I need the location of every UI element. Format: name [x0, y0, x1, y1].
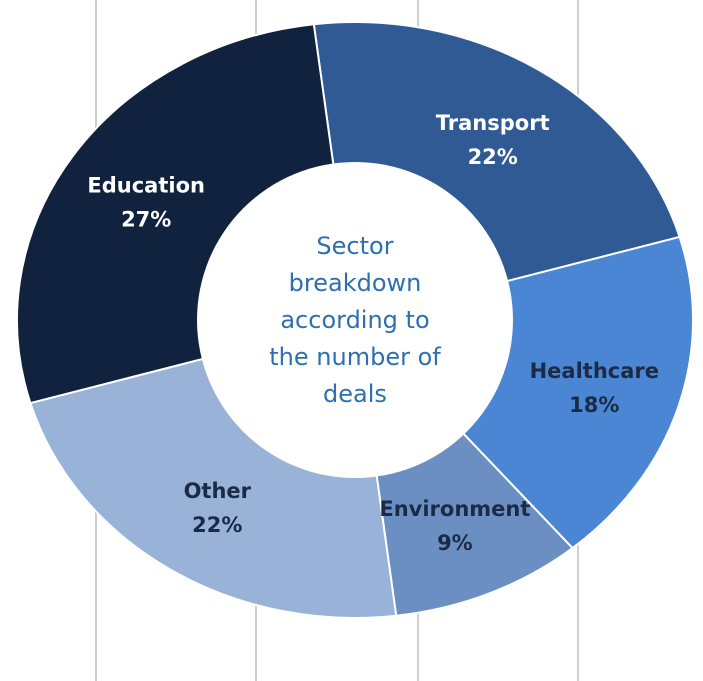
slice-value: 22%: [192, 513, 242, 537]
slice-name: Transport: [436, 111, 550, 135]
slice-value: 27%: [121, 208, 171, 232]
slice-label-transport: Transport 22%: [436, 111, 550, 169]
slice-name: Education: [87, 174, 205, 198]
center-label: Sector breakdown according to the number of…: [269, 232, 441, 408]
donut-hole: [197, 162, 513, 478]
slice-labels: Transport 22% Healthcare 18% Environment 9% Ot…: [87, 111, 659, 555]
slice-name: Other: [184, 479, 252, 503]
slice-value: 18%: [569, 393, 619, 417]
slice-label-environment: Environment 9%: [379, 497, 530, 555]
center-label-line: according to: [280, 306, 429, 334]
center-label-line: breakdown: [289, 269, 422, 297]
slice-name: Environment: [379, 497, 530, 521]
center-label-line: deals: [323, 380, 387, 408]
slice-value: 9%: [437, 531, 473, 555]
slice-label-education: Education 27%: [87, 174, 205, 232]
slice-label-healthcare: Healthcare 18%: [530, 359, 659, 417]
slice-name: Healthcare: [530, 359, 659, 383]
slice-value: 22%: [468, 145, 518, 169]
center-label-line: Sector: [316, 232, 393, 260]
slice-label-other: Other 22%: [184, 479, 252, 537]
center-label-line: the number of: [269, 343, 441, 371]
